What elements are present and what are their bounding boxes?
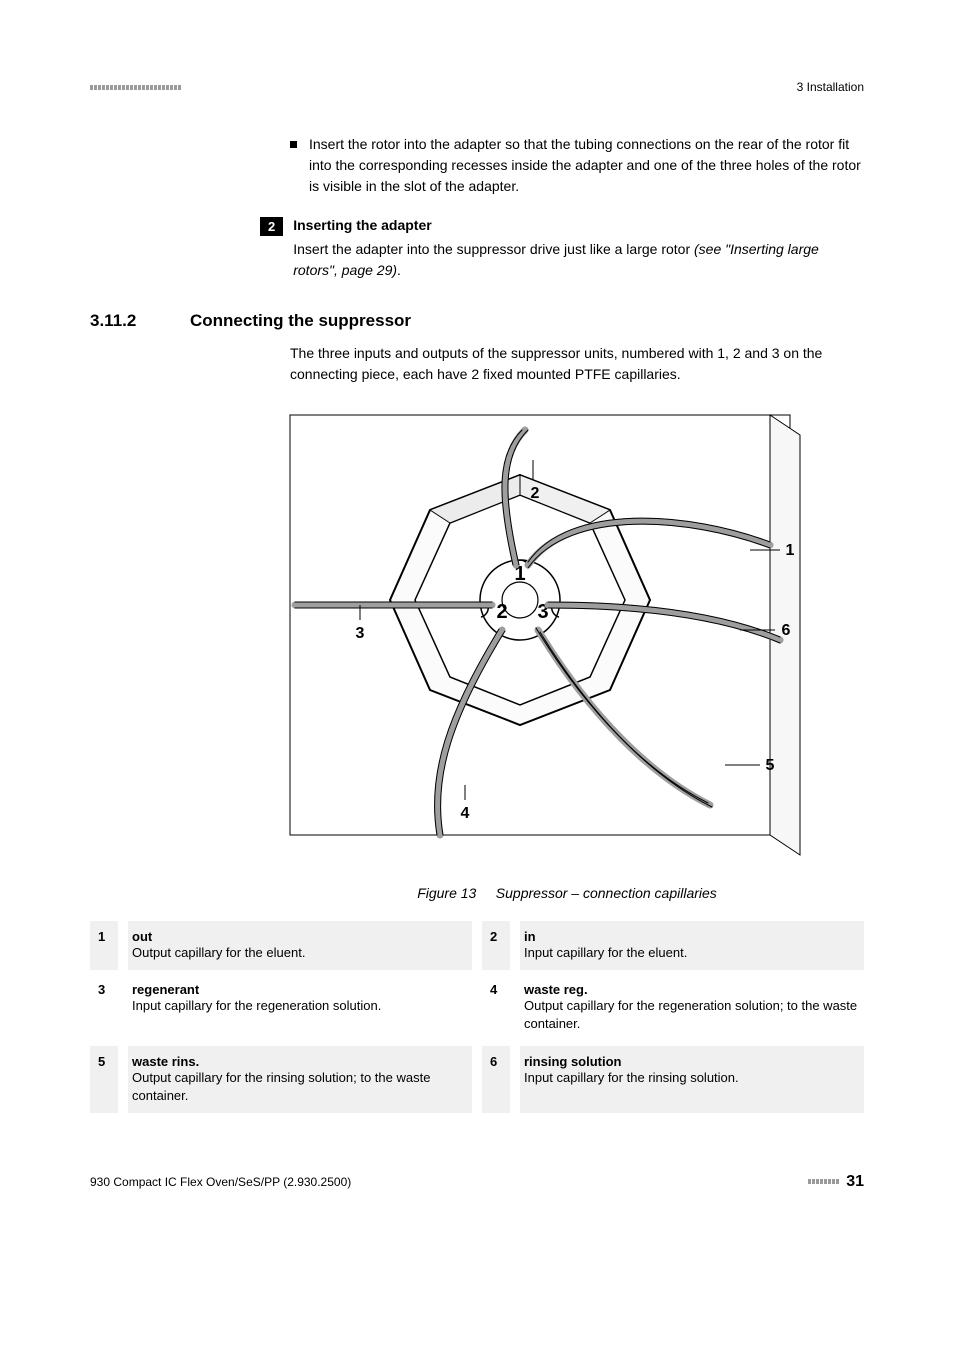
step-2: 2 Inserting the adapter Insert the adapt… [290,217,864,281]
legend-desc-1: Output capillary for the eluent. [132,944,468,962]
callout-1: 1 [786,542,795,559]
legend-num-6: 6 [482,1046,510,1113]
legend-label-3: regenerant [132,982,468,997]
bullet-item: Insert the rotor into the adapter so tha… [290,134,864,197]
header-ticks [90,85,181,90]
legend-desc-2: Input capillary for the eluent. [524,944,860,962]
legend-num-5: 5 [90,1046,118,1113]
legend-num-4: 4 [482,974,510,1041]
legend-desc-6: Input capillary for the rinsing solution… [524,1069,860,1087]
section-heading: 3.11.2 Connecting the suppressor [90,311,864,331]
callout-3: 3 [356,625,365,642]
legend-label-2: in [524,929,860,944]
legend-num-1: 1 [90,921,118,970]
legend-num-3: 3 [90,974,118,1041]
step-body-end: . [397,262,401,278]
suppressor-diagram: 1 2 3 [270,405,810,865]
hub-label-2: 2 [496,601,507,623]
bullet-block: Insert the rotor into the adapter so tha… [290,134,864,281]
legend-entry-4: waste reg. Output capillary for the rege… [520,974,864,1041]
chapter-label: 3 Installation [797,80,864,94]
footer-left: 930 Compact IC Flex Oven/SeS/PP (2.930.2… [90,1175,351,1189]
caption-prefix: Figure 13 [417,885,476,901]
legend-label-5: waste rins. [132,1054,468,1069]
legend-label-1: out [132,929,468,944]
legend-entry-3: regenerant Input capillary for the regen… [128,974,472,1041]
legend: 1 out Output capillary for the eluent. 2… [90,921,864,1113]
legend-desc-5: Output capillary for the rinsing solutio… [132,1069,468,1105]
figure-13: 1 2 3 [270,405,864,870]
section-title: Connecting the suppressor [190,311,411,331]
section-body: The three inputs and outputs of the supp… [290,343,864,385]
legend-label-4: waste reg. [524,982,860,997]
legend-entry-1: out Output capillary for the eluent. [128,921,472,970]
footer-ticks: 31 [808,1173,864,1191]
bullet-marker-icon [290,141,297,148]
legend-num-2: 2 [482,921,510,970]
page-header: 3 Installation [90,80,864,94]
legend-desc-4: Output capillary for the regeneration so… [524,997,860,1033]
bullet-text: Insert the rotor into the adapter so tha… [309,134,864,197]
caption-text: Suppressor – connection capillaries [496,885,717,901]
step-body-plain: Insert the adapter into the suppressor d… [293,241,694,257]
step-number: 2 [260,217,283,236]
callout-5: 5 [766,757,775,774]
legend-entry-6: rinsing solution Input capillary for the… [520,1046,864,1113]
callout-4: 4 [461,805,470,822]
section-number: 3.11.2 [90,311,190,331]
legend-label-6: rinsing solution [524,1054,860,1069]
legend-entry-2: in Input capillary for the eluent. [520,921,864,970]
legend-entry-5: waste rins. Output capillary for the rin… [128,1046,472,1113]
page-number: 31 [846,1173,864,1191]
figure-caption: Figure 13 Suppressor – connection capill… [270,885,864,901]
legend-desc-3: Input capillary for the regeneration sol… [132,997,468,1015]
callout-6: 6 [782,622,791,639]
callout-2: 2 [531,485,540,502]
step-body: Insert the adapter into the suppressor d… [293,239,864,281]
page-footer: 930 Compact IC Flex Oven/SeS/PP (2.930.2… [90,1173,864,1191]
step-title: Inserting the adapter [293,217,864,233]
